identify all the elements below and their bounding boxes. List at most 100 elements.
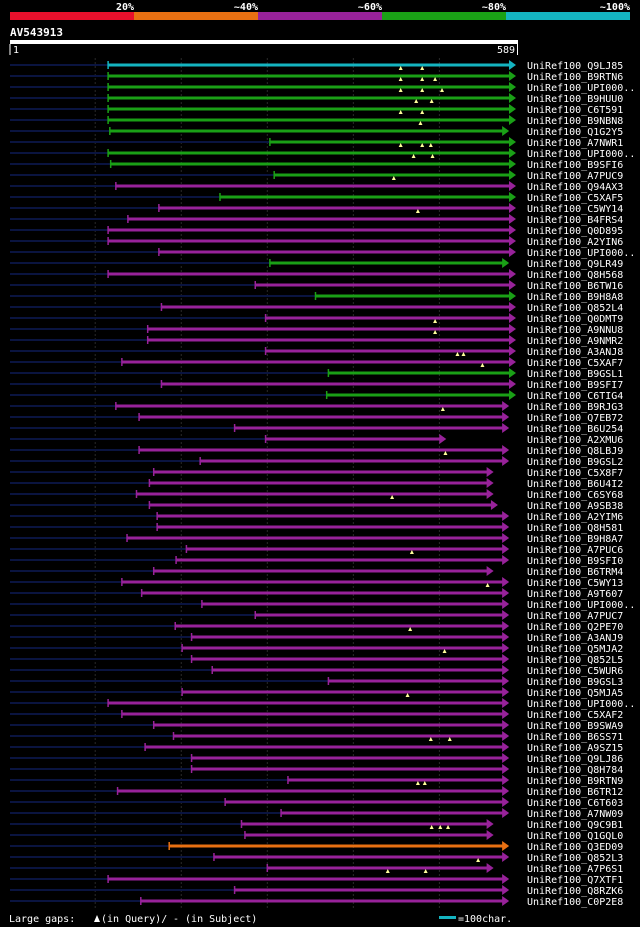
hit-row[interactable]: UniRef100_Q94AX3: [10, 176, 623, 193]
hit-bar[interactable]: [191, 635, 504, 639]
hit-label[interactable]: UniRef100_UPI000..: [527, 600, 635, 611]
hit-label[interactable]: UniRef100_A9NMR2: [527, 336, 623, 347]
hit-label[interactable]: UniRef100_Q852L3: [527, 853, 623, 864]
hit-label[interactable]: UniRef100_C6TIG4: [527, 391, 623, 402]
hit-label[interactable]: UniRef100_Q5MJA2: [527, 644, 623, 655]
hit-label[interactable]: UniRef100_B4FRS4: [527, 215, 623, 226]
hit-row[interactable]: UniRef100_A9SZ15: [10, 737, 623, 754]
hit-label[interactable]: UniRef100_B6TRM4: [527, 567, 623, 578]
hit-bar[interactable]: [265, 437, 441, 441]
hit-row[interactable]: UniRef100_B4FRS4: [10, 209, 623, 226]
hit-label[interactable]: UniRef100_Q7XTF1: [527, 875, 623, 886]
hit-row[interactable]: UniRef100_B9H8A7: [10, 533, 623, 545]
hit-row[interactable]: UniRef100_Q8RZK6: [10, 885, 623, 897]
hit-row[interactable]: UniRef100_Q9LR49: [10, 258, 623, 270]
hit-label[interactable]: UniRef100_B9SWA9: [527, 721, 623, 732]
hit-bar[interactable]: [201, 602, 504, 606]
hit-label[interactable]: UniRef100_Q5MJA5: [527, 688, 623, 699]
hit-row[interactable]: UniRef100_A7PUC9: [10, 170, 623, 182]
hit-row[interactable]: UniRef100_A2YIN6: [10, 236, 623, 248]
hit-label[interactable]: UniRef100_B6TR12: [527, 787, 623, 798]
hit-bar[interactable]: [139, 415, 504, 419]
hit-bar[interactable]: [234, 426, 504, 430]
hit-bar[interactable]: [244, 833, 488, 837]
hit-bar[interactable]: [267, 866, 488, 870]
hit-label[interactable]: UniRef100_B9NBN8: [527, 116, 623, 127]
hit-bar[interactable]: [140, 899, 504, 903]
hit-label[interactable]: UniRef100_Q3ED09: [527, 842, 623, 853]
hit-label[interactable]: UniRef100_C0P2E8: [527, 897, 623, 908]
hit-row[interactable]: UniRef100_A9NNU8: [10, 319, 623, 336]
hit-bar[interactable]: [121, 712, 504, 716]
hit-bar[interactable]: [108, 74, 510, 78]
hit-row[interactable]: UniRef100_B9HUU0: [10, 88, 623, 105]
hit-label[interactable]: UniRef100_B9H8A8: [527, 292, 623, 303]
hit-bar[interactable]: [127, 217, 510, 221]
hit-bar[interactable]: [161, 382, 510, 386]
hit-label[interactable]: UniRef100_Q852L5: [527, 655, 623, 666]
hit-bar[interactable]: [175, 624, 504, 628]
hit-row[interactable]: UniRef100_Q8H568: [10, 269, 623, 281]
hit-row[interactable]: UniRef100_C6T591: [10, 99, 623, 116]
hit-label[interactable]: UniRef100_B9RTN6: [527, 72, 623, 83]
hit-bar[interactable]: [108, 272, 510, 276]
hit-row[interactable]: UniRef100_A7PUC6: [10, 544, 623, 556]
hit-bar[interactable]: [117, 789, 504, 793]
hit-row[interactable]: UniRef100_A3ANJ8: [10, 346, 623, 358]
hit-bar[interactable]: [108, 63, 510, 67]
hit-row[interactable]: UniRef100_C5XAF2: [10, 709, 623, 721]
hit-row[interactable]: UniRef100_A2YIM6: [10, 511, 623, 523]
hit-row[interactable]: UniRef100_C0P2E8: [10, 896, 623, 908]
hit-bar[interactable]: [108, 107, 510, 111]
hit-bar[interactable]: [315, 294, 510, 298]
hit-bar[interactable]: [108, 239, 510, 243]
hit-row[interactable]: UniRef100_B9SFI7: [10, 379, 623, 391]
hit-bar[interactable]: [176, 558, 504, 562]
hit-label[interactable]: UniRef100_B9SFI7: [527, 380, 623, 391]
hit-label[interactable]: UniRef100_A2YIN6: [527, 237, 623, 248]
hit-row[interactable]: UniRef100_Q1GQL0: [10, 825, 623, 842]
hit-row[interactable]: UniRef100_C6TIG4: [10, 390, 623, 402]
hit-bar[interactable]: [241, 822, 488, 826]
hit-bar[interactable]: [234, 888, 504, 892]
hit-row[interactable]: UniRef100_A2XMU6: [10, 434, 623, 446]
hit-row[interactable]: UniRef100_Q852L4: [10, 302, 623, 314]
hit-label[interactable]: UniRef100_B6U254: [527, 424, 623, 435]
hit-row[interactable]: UniRef100_Q9LJ85: [10, 60, 623, 72]
hit-label[interactable]: UniRef100_A7P6S1: [527, 864, 623, 875]
hit-row[interactable]: UniRef100_Q9C9B1: [10, 819, 623, 831]
hit-row[interactable]: UniRef100_Q5MJA5: [10, 687, 623, 699]
hit-label[interactable]: UniRef100_B9RJG3: [527, 402, 623, 413]
hit-bar[interactable]: [287, 778, 504, 782]
hit-bar[interactable]: [121, 580, 504, 584]
hit-label[interactable]: UniRef100_C5XAF7: [527, 358, 623, 369]
hit-label[interactable]: UniRef100_A7PUC7: [527, 611, 623, 622]
hit-bar[interactable]: [127, 536, 504, 540]
hit-row[interactable]: UniRef100_A7NW09: [10, 808, 623, 820]
hit-label[interactable]: UniRef100_Q2PE70: [527, 622, 623, 633]
hit-row[interactable]: UniRef100_B9RTN6: [10, 66, 623, 83]
hit-label[interactable]: UniRef100_B9GSL2: [527, 457, 623, 468]
hit-row[interactable]: UniRef100_UPI000..: [10, 247, 635, 259]
hit-row[interactable]: UniRef100_B6TRM4: [10, 566, 623, 578]
hit-label[interactable]: UniRef100_Q8LBJ9: [527, 446, 623, 457]
hit-row[interactable]: UniRef100_C6T603: [10, 797, 623, 809]
hit-label[interactable]: UniRef100_Q8H784: [527, 765, 623, 776]
hit-bar[interactable]: [212, 668, 504, 672]
hit-label[interactable]: UniRef100_Q94AX3: [527, 182, 623, 193]
hit-bar[interactable]: [265, 316, 510, 320]
hit-bar[interactable]: [191, 756, 504, 760]
hit-row[interactable]: UniRef100_B9GSL1: [10, 363, 623, 380]
hit-row[interactable]: UniRef100_Q8LBJ9: [10, 445, 623, 457]
hit-row[interactable]: UniRef100_UPI000..: [10, 143, 635, 160]
hit-row[interactable]: UniRef100_Q852L3: [10, 852, 623, 864]
hit-bar[interactable]: [186, 547, 504, 551]
hit-bar[interactable]: [108, 96, 510, 100]
hit-label[interactable]: UniRef100_A7NW09: [527, 809, 623, 820]
hit-bar[interactable]: [109, 129, 504, 133]
hit-bar[interactable]: [139, 448, 504, 452]
hit-bar[interactable]: [108, 85, 510, 89]
hit-bar[interactable]: [213, 855, 504, 859]
hit-row[interactable]: UniRef100_B9GSL2: [10, 451, 623, 468]
hit-row[interactable]: UniRef100_Q7EB72: [10, 407, 623, 424]
